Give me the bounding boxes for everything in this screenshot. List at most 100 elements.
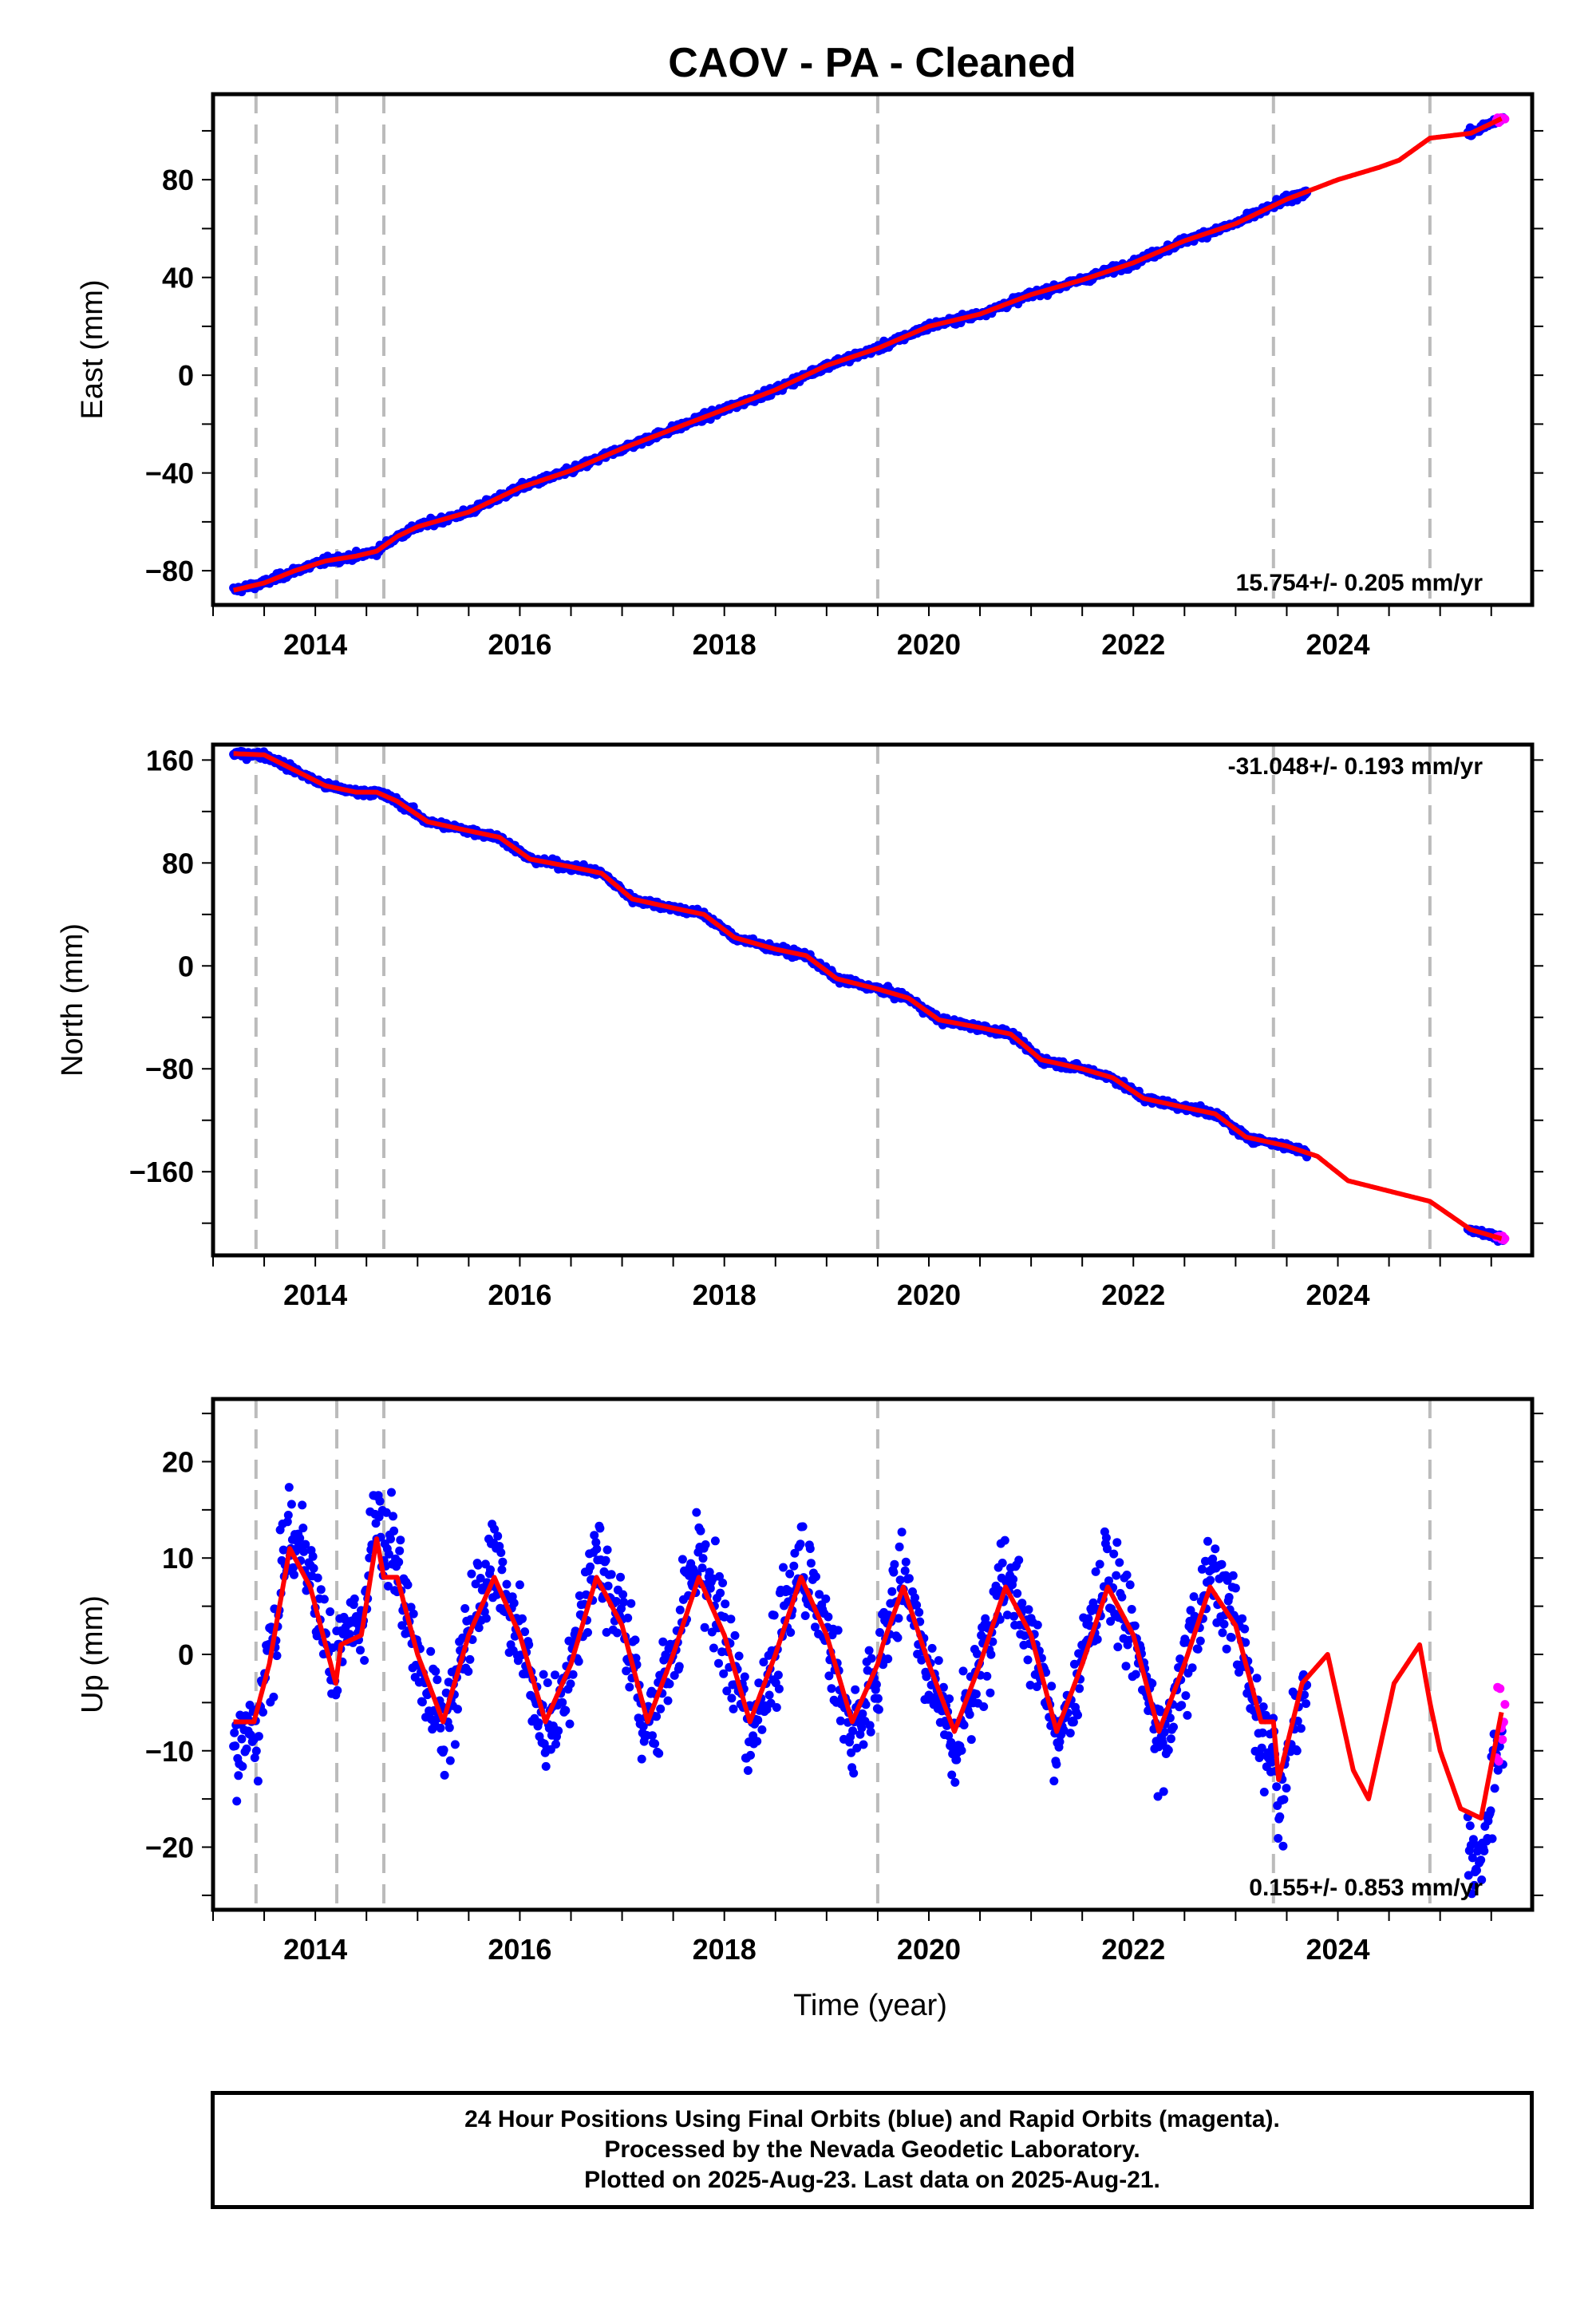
rapid-orbit-point — [1500, 1700, 1510, 1709]
final-orbit-point — [626, 1599, 636, 1608]
final-orbit-point — [1465, 1821, 1475, 1831]
final-orbit-point — [251, 1746, 261, 1756]
y-axis-title: Up (mm) — [76, 1595, 109, 1713]
final-orbit-point — [769, 1611, 779, 1620]
final-orbit-point — [957, 1745, 966, 1755]
final-orbit-point — [959, 1721, 969, 1729]
final-orbit-point — [1117, 1592, 1127, 1602]
final-orbit-point — [356, 1646, 365, 1655]
x-tick-label: 2016 — [488, 628, 551, 661]
final-orbit-point — [1193, 1644, 1203, 1654]
rapid-orbit-point — [1498, 1735, 1507, 1745]
final-orbit-point — [1217, 1559, 1227, 1569]
final-orbit-point — [283, 1511, 293, 1520]
final-orbit-point — [1159, 1787, 1168, 1796]
final-orbit-point — [326, 1607, 335, 1616]
final-orbit-point — [734, 1651, 744, 1661]
final-orbit-point — [1127, 1605, 1136, 1614]
final-orbit-point — [1259, 1788, 1269, 1796]
final-orbit-point — [827, 1684, 836, 1694]
final-orbit-point — [1073, 1710, 1082, 1720]
final-orbit-point — [1024, 1605, 1033, 1614]
final-orbit-point — [772, 1703, 781, 1712]
final-orbit-point — [389, 1512, 397, 1521]
final-orbit-point — [654, 1749, 664, 1758]
final-orbit-point — [774, 1684, 784, 1694]
y-tick-label: 80 — [162, 847, 194, 879]
final-orbit-point — [824, 1612, 833, 1622]
final-orbit-point — [565, 1719, 575, 1729]
final-orbit-point — [426, 1646, 436, 1656]
y-tick-label: −160 — [129, 1156, 194, 1188]
final-orbit-point — [889, 1567, 899, 1577]
final-orbit-point — [602, 1545, 612, 1555]
final-orbit-point — [1112, 1571, 1121, 1580]
final-orbit-point — [498, 1557, 508, 1567]
final-orbit-point — [1122, 1571, 1132, 1579]
final-orbit-point — [439, 1745, 448, 1755]
final-orbit-point — [1095, 1559, 1104, 1569]
rapid-orbit-point — [1500, 1234, 1510, 1243]
final-orbit-point — [743, 1766, 753, 1775]
x-tick-label: 2018 — [693, 1279, 757, 1311]
final-orbit-point — [1197, 1564, 1207, 1574]
final-orbit-point — [493, 1531, 503, 1541]
final-orbit-point — [395, 1546, 405, 1555]
final-orbit-point — [551, 1670, 559, 1680]
final-orbit-point — [1238, 1614, 1247, 1623]
rate-label: 15.754+/- 0.205 mm/yr — [1236, 570, 1483, 596]
final-orbit-point — [1224, 1593, 1234, 1602]
final-orbit-point — [873, 1694, 883, 1703]
final-orbit-point — [1195, 1636, 1205, 1646]
final-orbit-point — [786, 1628, 796, 1637]
final-orbit-point — [238, 1761, 247, 1771]
final-orbit-point — [721, 1599, 730, 1609]
final-orbit-point — [518, 1614, 527, 1623]
final-orbit-point — [710, 1536, 720, 1546]
final-orbit-point — [678, 1555, 687, 1564]
final-orbit-point — [833, 1626, 843, 1635]
final-orbit-point — [1274, 1834, 1283, 1843]
y-tick-label: 0 — [178, 359, 194, 392]
final-orbit-point — [871, 1680, 881, 1690]
final-orbit-point — [566, 1679, 575, 1689]
final-orbit-point — [1163, 1745, 1173, 1755]
final-orbit-point — [230, 1728, 239, 1737]
final-orbit-point — [1479, 1846, 1489, 1856]
footer-line-3: Plotted on 2025-Aug-23. Last data on 202… — [584, 2167, 1160, 2193]
final-orbit-point — [1227, 1633, 1236, 1642]
final-orbit-point — [534, 1718, 543, 1728]
rapid-orbit-point — [1494, 1757, 1503, 1766]
final-orbit-point — [1218, 1628, 1227, 1638]
rapid-orbit-point — [1495, 1684, 1505, 1694]
plot-area — [229, 745, 1510, 1255]
final-orbit-point — [1121, 1662, 1131, 1671]
final-orbit-point — [409, 1609, 418, 1618]
final-orbit-point — [895, 1542, 904, 1551]
final-orbit-point — [284, 1483, 294, 1492]
final-orbit-point — [864, 1646, 874, 1655]
final-orbit-point — [515, 1580, 524, 1590]
final-orbit-point — [473, 1560, 483, 1570]
final-orbit-point — [1131, 1670, 1140, 1679]
final-orbit-point — [486, 1565, 495, 1575]
final-orbit-point — [982, 1671, 992, 1681]
y-tick-label: 20 — [162, 1445, 194, 1478]
final-orbit-point — [663, 1696, 673, 1705]
final-orbit-point — [900, 1566, 910, 1575]
final-orbit-point — [616, 1572, 625, 1582]
final-orbit-point — [883, 1654, 893, 1664]
final-orbit-point — [625, 1682, 634, 1692]
final-orbit-point — [798, 1522, 808, 1531]
x-tick-label: 2020 — [897, 628, 961, 661]
final-orbit-point — [286, 1500, 296, 1509]
final-orbit-point — [1211, 1544, 1220, 1554]
final-orbit-point — [740, 1672, 749, 1682]
y-tick-label: 0 — [178, 950, 194, 982]
y-tick-label: 40 — [162, 262, 194, 294]
final-orbit-point — [1187, 1663, 1197, 1673]
final-orbit-point — [460, 1604, 470, 1613]
final-orbit-point — [966, 1735, 976, 1745]
final-orbit-point — [1013, 1589, 1022, 1599]
panels: 2014 2016 2018 2020 2022 2024 −80 −40 0 40 80 East … — [56, 92, 1543, 2022]
